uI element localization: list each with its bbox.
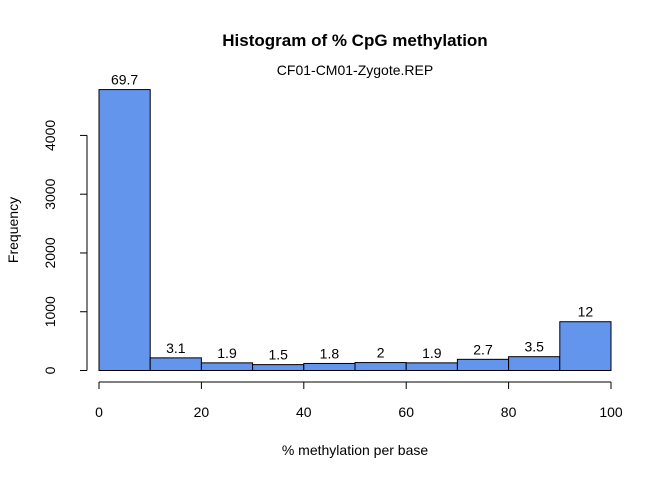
x-tick-label: 20 (194, 404, 210, 420)
x-axis-label: % methylation per base (282, 442, 429, 458)
histogram-bar (508, 356, 561, 372)
histogram-bar (559, 321, 612, 371)
chart-subtitle: CF01-CM01-Zygote.REP (277, 62, 433, 78)
y-tick-label: 3000 (42, 178, 58, 209)
histogram-bar (456, 358, 510, 372)
bar-value-label: 1.9 (217, 345, 237, 361)
bar-value-label: 3.5 (524, 339, 544, 355)
y-tick-label: 1000 (42, 296, 58, 327)
y-tick-label: 4000 (42, 120, 58, 151)
x-tick-label: 60 (398, 404, 414, 420)
y-axis: 0 1000 2000 3000 4000 (42, 120, 88, 374)
x-tick-label: 80 (501, 404, 517, 420)
bar-value-label: 69.7 (111, 72, 138, 88)
x-axis: 0 20 40 60 80 100 (95, 381, 623, 420)
bar-value-label: 1.5 (268, 347, 288, 363)
x-tick-label: 0 (95, 404, 103, 420)
y-tick-label: 0 (42, 366, 58, 374)
bar-labels-group: 69.7 3.1 1.9 1.5 1.8 2 1.9 2.7 3.5 12 (111, 72, 593, 363)
histogram-bar (252, 364, 305, 371)
x-tick-label: 40 (296, 404, 312, 420)
bar-value-label: 1.9 (422, 345, 442, 361)
bar-value-label: 3.1 (166, 340, 186, 356)
histogram-bar (405, 362, 458, 371)
histogram-bar (98, 89, 151, 371)
bar-value-label: 12 (578, 304, 594, 320)
histogram-bar (149, 357, 202, 371)
histogram-bar (200, 362, 254, 371)
bar-value-label: 2 (377, 345, 385, 361)
bar-value-label: 2.7 (473, 341, 493, 357)
x-tick-label: 100 (599, 404, 623, 420)
histogram-bar (303, 362, 356, 372)
y-tick-label: 2000 (42, 237, 58, 268)
y-axis-label: Frequency (5, 197, 21, 263)
bars-group (98, 89, 612, 372)
chart-title: Histogram of % CpG methylation (222, 31, 487, 50)
histogram-bar (354, 362, 407, 371)
bar-value-label: 1.8 (320, 345, 340, 361)
